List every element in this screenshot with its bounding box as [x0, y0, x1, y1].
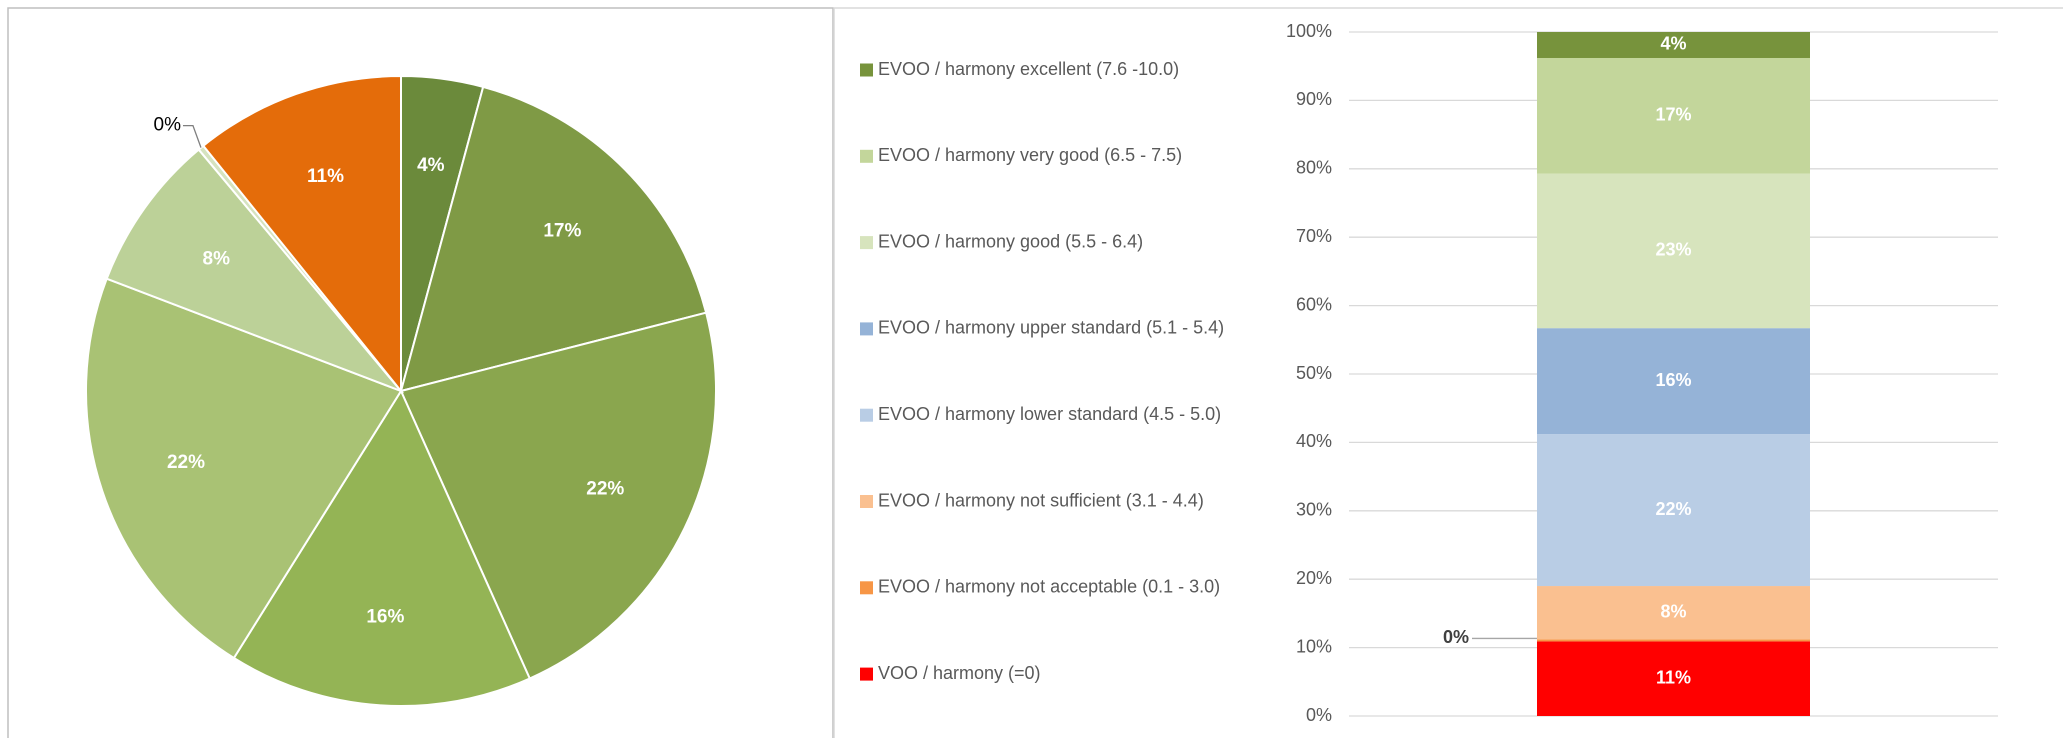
y-tick-label: 20% — [1296, 568, 1332, 588]
y-tick-label: 0% — [1306, 705, 1332, 725]
pie-slice — [201, 74, 402, 394]
data-label: 11% — [307, 166, 344, 187]
bar-segment — [1537, 57, 1810, 174]
legend-label: VOO / harmony (=0) — [878, 663, 1041, 683]
data-label: 11% — [1656, 667, 1691, 687]
y-tick-label: 30% — [1296, 500, 1332, 520]
pie-slice — [399, 311, 717, 680]
y-tick-label: 90% — [1296, 89, 1332, 109]
data-label: 4% — [1660, 34, 1686, 54]
data-label: 0% — [154, 115, 182, 136]
leader-line — [182, 125, 202, 148]
legend-swatch — [860, 63, 873, 77]
data-label: 23% — [1655, 240, 1691, 260]
data-label: 8% — [203, 248, 231, 269]
y-tick-label: 10% — [1296, 636, 1332, 656]
bar-segment — [1537, 328, 1810, 435]
y-tick-label: 80% — [1296, 158, 1332, 178]
legend-swatch — [860, 667, 873, 681]
legend-swatch — [860, 322, 873, 336]
pie-slice — [105, 148, 405, 394]
bar-panel — [833, 7, 2063, 743]
legend-label: EVOO / harmony not sufficient (3.1 - 4.4… — [878, 490, 1204, 510]
bar-segment — [1537, 32, 1810, 58]
data-label: 22% — [586, 479, 624, 500]
bar-segment — [1537, 586, 1810, 640]
data-label: 8% — [1660, 601, 1686, 621]
legend-swatch — [860, 581, 873, 595]
bar-segment — [1537, 173, 1810, 329]
y-tick-label: 40% — [1296, 431, 1332, 451]
data-label: 17% — [1655, 105, 1691, 125]
data-label: 4% — [417, 155, 445, 176]
data-label: 16% — [366, 606, 404, 627]
bar-segment — [1537, 434, 1810, 587]
data-label: 22% — [167, 452, 205, 473]
y-tick-label: 60% — [1296, 294, 1332, 314]
legend-label: EVOO / harmony excellent (7.6 -10.0) — [878, 59, 1179, 79]
data-label: 16% — [1655, 370, 1691, 390]
legend-label: EVOO / harmony good (5.5 - 6.4) — [878, 231, 1143, 251]
bar-segment — [1537, 639, 1810, 642]
legend-label: EVOO / harmony very good (6.5 - 7.5) — [878, 145, 1182, 165]
data-label: 0% — [1443, 627, 1469, 647]
legend-swatch — [860, 408, 873, 422]
legend-swatch — [860, 236, 873, 250]
y-tick-label: 70% — [1296, 226, 1332, 246]
pie-slice — [399, 85, 708, 393]
pie-slice — [232, 388, 532, 707]
data-label: 22% — [1655, 499, 1691, 519]
bar-segment — [1537, 641, 1810, 716]
legend-label: EVOO / harmony not acceptable (0.1 - 3.0… — [878, 577, 1220, 597]
legend-label: EVOO / harmony upper standard (5.1 - 5.4… — [878, 318, 1224, 338]
y-tick-label: 50% — [1296, 363, 1332, 383]
data-label: 17% — [543, 221, 581, 242]
pie-slice — [85, 277, 403, 660]
legend-swatch — [860, 149, 873, 163]
y-tick-label: 100% — [1286, 21, 1332, 41]
legend-swatch — [860, 495, 873, 508]
legend-label: EVOO / harmony lower standard (4.5 - 5.0… — [878, 404, 1221, 424]
